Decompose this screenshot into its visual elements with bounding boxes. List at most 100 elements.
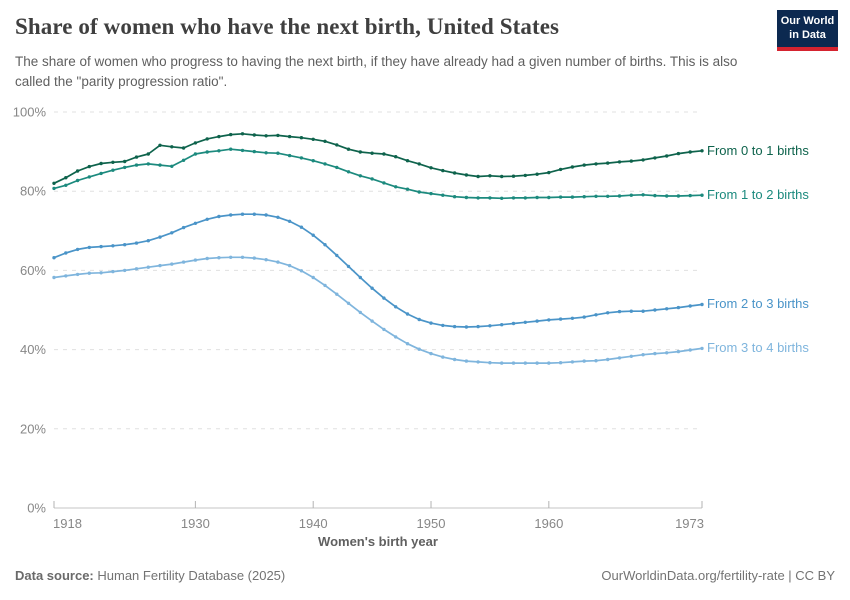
data-point[interactable]	[476, 324, 480, 329]
data-point[interactable]	[264, 213, 268, 217]
data-point[interactable]	[205, 150, 209, 154]
data-point[interactable]	[52, 275, 56, 280]
data-point[interactable]	[370, 177, 374, 181]
data-point[interactable]	[452, 357, 457, 362]
series-line-from-1-to-2-births[interactable]	[53, 148, 703, 200]
data-point[interactable]	[229, 147, 233, 151]
data-point[interactable]	[629, 159, 633, 163]
data-point[interactable]	[452, 195, 457, 199]
data-point[interactable]	[535, 195, 539, 200]
data-point[interactable]	[617, 194, 622, 198]
data-point[interactable]	[570, 316, 575, 320]
data-point[interactable]	[335, 292, 339, 296]
data-point[interactable]	[252, 256, 256, 260]
data-point[interactable]	[452, 324, 457, 329]
data-point[interactable]	[441, 323, 445, 328]
data-point[interactable]	[229, 213, 233, 217]
data-point[interactable]	[523, 320, 527, 324]
series-label-from-3-to-4-births[interactable]: From 3 to 4 births	[707, 340, 809, 356]
data-point[interactable]	[87, 245, 92, 250]
data-point[interactable]	[64, 251, 68, 255]
data-point[interactable]	[653, 193, 657, 198]
data-point[interactable]	[240, 212, 245, 216]
data-point[interactable]	[146, 162, 150, 166]
data-point[interactable]	[346, 264, 351, 269]
data-point[interactable]	[382, 152, 386, 156]
data-point[interactable]	[405, 342, 410, 346]
data-point[interactable]	[570, 360, 575, 364]
data-point[interactable]	[476, 196, 480, 200]
series-label-from-0-to-1-births[interactable]: From 0 to 1 births	[707, 142, 809, 158]
data-point[interactable]	[64, 183, 68, 187]
data-point[interactable]	[75, 247, 80, 252]
data-point[interactable]	[323, 139, 327, 143]
data-point[interactable]	[158, 143, 162, 147]
data-point[interactable]	[299, 225, 304, 229]
data-point[interactable]	[417, 317, 421, 322]
data-point[interactable]	[429, 321, 433, 325]
data-point[interactable]	[217, 149, 221, 153]
data-point[interactable]	[299, 136, 304, 140]
data-point[interactable]	[170, 164, 174, 168]
data-point[interactable]	[641, 193, 645, 197]
data-point[interactable]	[594, 313, 598, 317]
data-point[interactable]	[75, 178, 80, 183]
data-point[interactable]	[346, 301, 351, 305]
data-point[interactable]	[123, 268, 127, 273]
data-point[interactable]	[358, 150, 362, 154]
data-point[interactable]	[417, 347, 421, 351]
data-point[interactable]	[688, 193, 692, 198]
data-point[interactable]	[547, 361, 551, 365]
data-point[interactable]	[358, 275, 362, 280]
data-point[interactable]	[276, 215, 280, 219]
data-point[interactable]	[229, 255, 233, 259]
data-point[interactable]	[134, 155, 139, 159]
data-point[interactable]	[75, 272, 80, 277]
data-point[interactable]	[311, 159, 315, 163]
data-point[interactable]	[252, 133, 256, 137]
data-point[interactable]	[511, 174, 516, 178]
data-point[interactable]	[700, 346, 704, 351]
data-point[interactable]	[134, 267, 139, 271]
data-point[interactable]	[99, 271, 103, 275]
data-point[interactable]	[653, 351, 657, 356]
data-point[interactable]	[641, 309, 645, 313]
data-point[interactable]	[346, 147, 351, 151]
data-point[interactable]	[394, 305, 398, 309]
data-point[interactable]	[287, 219, 292, 223]
data-point[interactable]	[311, 233, 315, 237]
data-point[interactable]	[582, 163, 586, 167]
owid-logo[interactable]: Our World in Data	[777, 10, 838, 51]
data-point[interactable]	[452, 171, 457, 175]
data-point[interactable]	[181, 158, 186, 162]
data-point[interactable]	[64, 176, 68, 180]
data-point[interactable]	[123, 243, 127, 247]
plot-area[interactable]: 0% 20% 40% 60% 80% 100% 1918 1930 1940 1950 1960 19…	[0, 0, 850, 560]
data-point[interactable]	[488, 196, 492, 200]
data-point[interactable]	[617, 309, 622, 314]
series-label-from-1-to-2-births[interactable]: From 1 to 2 births	[707, 187, 809, 203]
data-point[interactable]	[606, 161, 610, 165]
data-point[interactable]	[476, 174, 480, 179]
data-point[interactable]	[229, 132, 233, 137]
data-point[interactable]	[264, 258, 268, 262]
data-point[interactable]	[441, 355, 445, 359]
data-point[interactable]	[441, 168, 445, 173]
data-point[interactable]	[500, 174, 504, 179]
data-point[interactable]	[205, 217, 209, 221]
data-point[interactable]	[264, 134, 268, 138]
data-point[interactable]	[323, 283, 327, 288]
data-point[interactable]	[500, 361, 504, 365]
data-point[interactable]	[665, 154, 669, 158]
data-point[interactable]	[217, 214, 221, 219]
data-point[interactable]	[476, 360, 480, 364]
data-point[interactable]	[99, 171, 103, 176]
data-point[interactable]	[676, 305, 681, 310]
data-point[interactable]	[276, 260, 280, 264]
data-point[interactable]	[394, 155, 398, 159]
data-point[interactable]	[217, 134, 221, 139]
data-point[interactable]	[547, 318, 551, 322]
data-point[interactable]	[523, 361, 527, 365]
data-point[interactable]	[464, 195, 469, 200]
data-point[interactable]	[252, 212, 256, 216]
